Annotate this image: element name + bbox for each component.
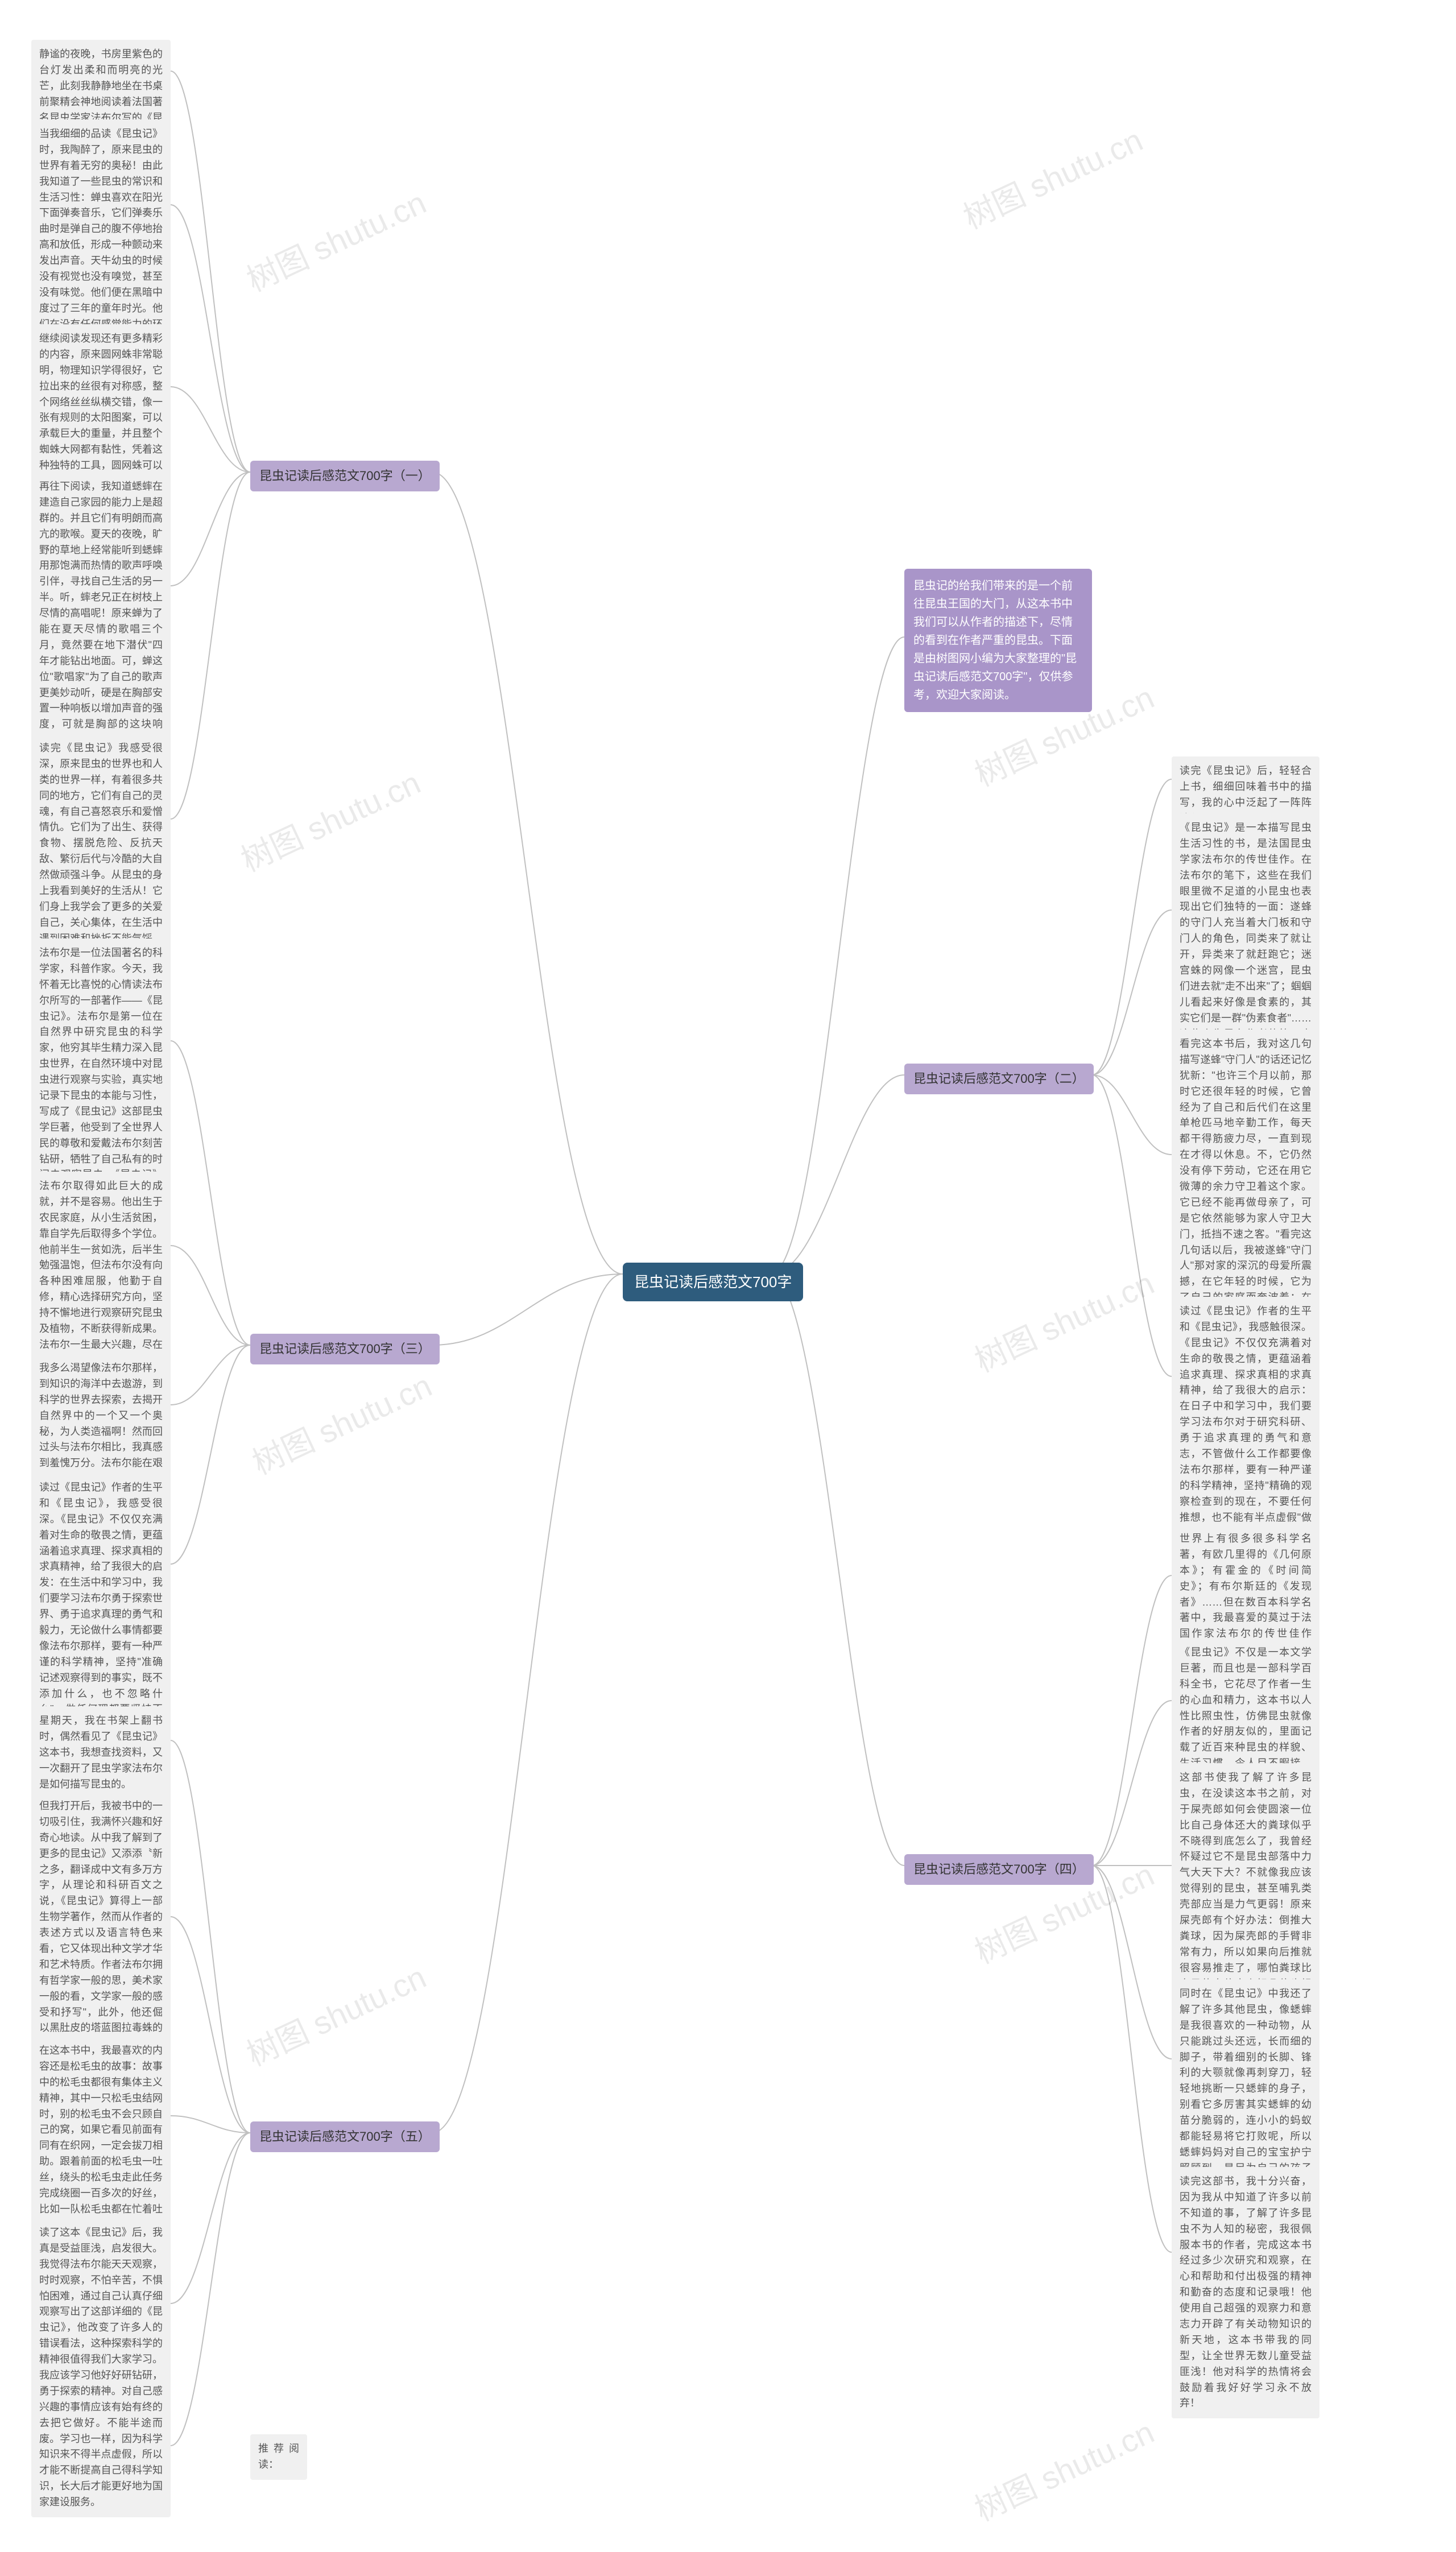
leaf-5-0: 星期天，我在书架上翻书时，偶然看见了《昆虫记》这本书，我想查找资料，又一次翻开了…: [31, 1706, 171, 1799]
branch-3-label: 昆虫记读后感范文700字（三）: [259, 1342, 431, 1356]
branch-2-label: 昆虫记读后感范文700字（二）: [913, 1072, 1085, 1086]
leaf-4-3: 同时在《昆虫记》中我还了解了许多其他昆虫，像蟋蟀是我很喜欢的一种动物，从只能跳过…: [1172, 1979, 1320, 2199]
branch-1-label: 昆虫记读后感范文700字（一）: [259, 469, 431, 483]
intro-text: 昆虫记的给我们带来的是一个前往昆虫王国的大门，从这本书中我们可以从作者的描述下，…: [913, 580, 1077, 701]
leaf-5-4: 推荐阅读：: [250, 2434, 307, 2480]
leaf-4-4: 读完这部书，我十分兴奋，因为我从中知道了许多以前不知道的事，了解了许多昆虫不为人…: [1172, 2167, 1320, 2418]
leaf-text: 读完这部书，我十分兴奋，因为我从中知道了许多以前不知道的事，了解了许多昆虫不为人…: [1180, 2175, 1312, 2409]
watermark-text: 树图 shutu.cn: [955, 115, 1149, 238]
watermark-text: 树图 shutu.cn: [238, 1952, 433, 2075]
watermark-text: 树图 shutu.cn: [233, 758, 427, 881]
leaf-1-4: 读完《昆虫记》我感受很深，原来昆虫的世界也和人类的世界一样，有着很多共同的地方，…: [31, 734, 171, 969]
branch-4-label: 昆虫记读后感范文700字（四）: [913, 1862, 1085, 1876]
watermark-text: 树图 shutu.cn: [238, 177, 433, 301]
watermark-text: 树图 shutu.cn: [244, 1360, 439, 1484]
leaf-text: 同时在《昆虫记》中我还了解了许多其他昆虫，像蟋蟀是我很喜欢的一种动物，从只能跳过…: [1180, 1988, 1312, 2190]
branch-2[interactable]: 昆虫记读后感范文700字（二）: [904, 1064, 1094, 1094]
watermark-text: 树图 shutu.cn: [966, 2407, 1161, 2530]
leaf-text: 读了这本《昆虫记》后，我真是受益匪浅，启发很大。我觉得法布尔能天天观察，时时观察…: [39, 2227, 163, 2508]
branch-4[interactable]: 昆虫记读后感范文700字（四）: [904, 1854, 1094, 1885]
branch-5-label: 昆虫记读后感范文700字（五）: [259, 2129, 431, 2144]
leaf-text: 世界上有很多很多科学名著，有欧几里得的《几何原本》；有霍金的《时间简史》；有布尔…: [1180, 1533, 1312, 1655]
branch-5[interactable]: 昆虫记读后感范文700字（五）: [250, 2121, 440, 2152]
branch-1[interactable]: 昆虫记读后感范文700字（一）: [250, 461, 440, 491]
leaf-5-3: 读了这本《昆虫记》后，我真是受益匪浅，启发很大。我觉得法布尔能天天观察，时时观察…: [31, 2218, 171, 2517]
leaf-text: 推荐阅读：: [258, 2443, 299, 2470]
branch-3[interactable]: 昆虫记读后感范文700字（三）: [250, 1334, 440, 1364]
root-label: 昆虫记读后感范文700字: [634, 1273, 792, 1291]
root-node[interactable]: 昆虫记读后感范文700字: [623, 1263, 803, 1301]
watermark-text: 树图 shutu.cn: [966, 1258, 1161, 1382]
leaf-text: 星期天，我在书架上翻书时，偶然看见了《昆虫记》这本书，我想查找资料，又一次翻开了…: [39, 1715, 163, 1790]
intro-node[interactable]: 昆虫记的给我们带来的是一个前往昆虫王国的大门，从这本书中我们可以从作者的描述下，…: [904, 569, 1092, 712]
mindmap-canvas: 昆虫记读后感范文700字 昆虫记的给我们带来的是一个前往昆虫王国的大门，从这本书…: [0, 0, 1456, 2552]
leaf-text: 读完《昆虫记》我感受很深，原来昆虫的世界也和人类的世界一样，有着很多共同的地方，…: [39, 742, 163, 960]
